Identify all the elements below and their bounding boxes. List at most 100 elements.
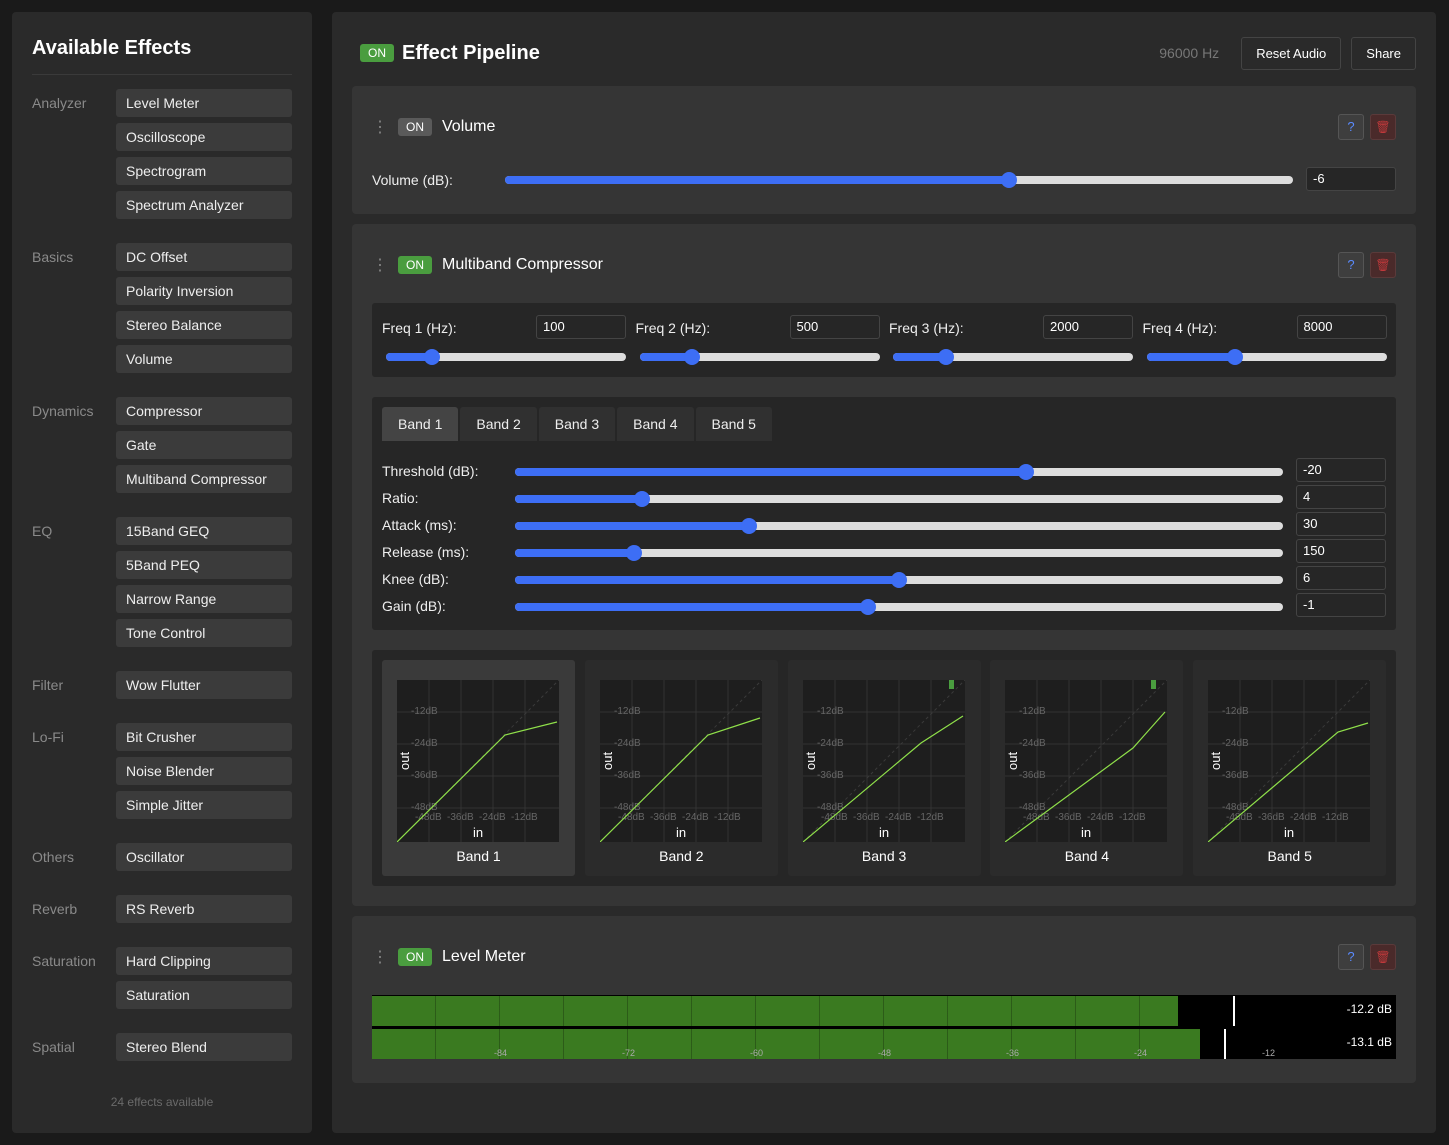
scale-tick: -48 — [878, 1048, 892, 1058]
x-tick-label: -24dB — [1087, 812, 1114, 823]
freq-slider[interactable] — [639, 349, 880, 365]
help-button[interactable]: ? — [1338, 252, 1364, 278]
multiband-toggle[interactable]: ON — [398, 256, 432, 274]
band-curve-graph[interactable]: -12dB -24dB -36dB -48dB -48dB -36dB -24dB -12dB… — [584, 660, 778, 876]
effect-item[interactable]: RS Reverb — [116, 895, 292, 923]
freq-input[interactable]: 2000 — [1043, 315, 1133, 339]
tab-band-1[interactable]: Band 1 — [382, 407, 459, 441]
param-slider[interactable] — [515, 572, 1283, 588]
effect-item[interactable]: Simple Jitter — [116, 791, 292, 819]
param-input[interactable]: -20 — [1296, 458, 1386, 482]
volume-effect-card: ⋮ ON Volume ? 🗑 Volume (dB): -6 — [352, 86, 1416, 214]
effect-item[interactable]: Spectrum Analyzer — [116, 191, 292, 219]
effect-item[interactable]: Wow Flutter — [116, 671, 292, 699]
freq-input[interactable]: 8000 — [1296, 315, 1387, 339]
x-axis-label: in — [676, 825, 686, 840]
x-tick-label: -36dB — [1258, 812, 1285, 823]
param-input[interactable]: 150 — [1296, 539, 1386, 563]
trash-icon[interactable]: 🗑 — [1370, 252, 1396, 278]
param-input[interactable]: 30 — [1296, 512, 1386, 536]
y-axis-label: out — [600, 752, 615, 770]
volume-slider[interactable] — [505, 172, 1293, 188]
effect-item[interactable]: Stereo Balance — [116, 311, 292, 339]
level-meter-toggle[interactable]: ON — [398, 948, 432, 966]
y-tick-label: -48dB — [614, 802, 641, 813]
freq-slider[interactable] — [893, 349, 1133, 365]
category-label: EQ — [32, 523, 53, 539]
tab-band-3[interactable]: Band 3 — [538, 407, 616, 441]
band-curve-graph[interactable]: -12dB -24dB -36dB -48dB -48dB -36dB -24dB -12dB… — [787, 660, 981, 876]
effect-category: EQ 15Band GEQ 5Band PEQ Narrow Range Tone Co… — [32, 517, 292, 647]
freq-input[interactable]: 100 — [536, 315, 626, 339]
tab-band-4[interactable]: Band 4 — [617, 407, 694, 441]
param-slider[interactable] — [515, 464, 1283, 480]
help-button[interactable]: ? — [1338, 114, 1364, 140]
param-slider[interactable] — [515, 545, 1283, 561]
x-tick-label: -48dB — [415, 812, 442, 823]
effect-item[interactable]: Oscilloscope — [116, 123, 292, 151]
effect-category: Spatial Stereo Blend — [32, 1033, 292, 1061]
band-curve-graph[interactable]: -12dB -24dB -36dB -48dB -48dB -36dB -24dB -12dB… — [382, 660, 575, 876]
param-slider[interactable] — [515, 491, 1283, 507]
effect-item[interactable]: Multiband Compressor — [116, 465, 292, 493]
trash-icon[interactable]: 🗑 — [1370, 114, 1396, 140]
tab-band-2[interactable]: Band 2 — [460, 407, 537, 441]
effect-item[interactable]: 5Band PEQ — [116, 551, 292, 579]
multiband-compressor-card: ⋮ ON Multiband Compressor ? 🗑 Freq 1 (Hz… — [352, 224, 1416, 906]
effect-category: Reverb RS Reverb — [32, 895, 292, 923]
level-readout: -12.2 dB — [1346, 1002, 1392, 1016]
effect-item[interactable]: Bit Crusher — [116, 723, 292, 751]
volume-input[interactable]: -6 — [1306, 167, 1396, 191]
reset-audio-button[interactable]: Reset Audio — [1241, 36, 1342, 70]
param-slider[interactable] — [515, 599, 1283, 615]
x-tick-label: -12dB — [714, 812, 741, 823]
category-label: Others — [32, 849, 75, 865]
band-curve-graph[interactable]: -12dB -24dB -36dB -48dB -48dB -36dB -24dB -12dB… — [1193, 660, 1387, 876]
freq-slider[interactable] — [1146, 349, 1387, 365]
help-button[interactable]: ? — [1338, 944, 1364, 970]
effect-category: Others Oscillator — [32, 843, 292, 871]
sidebar-title: Available Effects — [32, 12, 292, 75]
param-input[interactable]: 6 — [1296, 566, 1386, 590]
volume-toggle[interactable]: ON — [398, 118, 432, 136]
drag-handle-icon[interactable]: ⋮ — [372, 949, 388, 966]
effect-item[interactable]: 15Band GEQ — [116, 517, 292, 545]
band-curve-graph[interactable]: -12dB -24dB -36dB -48dB -48dB -36dB -24dB -12dB… — [990, 660, 1184, 876]
effect-item[interactable]: Stereo Blend — [116, 1033, 292, 1061]
freq-slider[interactable] — [386, 349, 626, 365]
scale-tick: -24 — [1134, 1048, 1148, 1058]
pipeline-on-toggle[interactable]: ON — [360, 44, 394, 62]
effect-item[interactable]: Tone Control — [116, 619, 292, 647]
transfer-curve: -12dB -24dB -36dB -48dB-48dB -36dB -24dB -12dB… — [802, 680, 965, 842]
effect-item[interactable]: Spectrogram — [116, 157, 292, 185]
card-header: ⋮ ON Multiband Compressor ? 🗑 — [372, 252, 1396, 278]
effect-item[interactable]: Level Meter — [116, 89, 292, 117]
drag-handle-icon[interactable]: ⋮ — [372, 119, 388, 136]
effect-item[interactable]: Oscillator — [116, 843, 292, 871]
effect-item[interactable]: Polarity Inversion — [116, 277, 292, 305]
effect-item[interactable]: Noise Blender — [116, 757, 292, 785]
effect-item[interactable]: Compressor — [116, 397, 292, 425]
activity-indicator — [948, 680, 954, 689]
drag-handle-icon[interactable]: ⋮ — [372, 257, 388, 274]
trash-icon[interactable]: 🗑 — [1370, 944, 1396, 970]
effect-item[interactable]: Volume — [116, 345, 292, 373]
effect-item[interactable]: Saturation — [116, 981, 292, 1009]
x-tick-label: -36dB — [650, 812, 677, 823]
param-label: Knee (dB): — [382, 571, 449, 587]
x-tick-label: -12dB — [917, 812, 944, 823]
scale-tick: -84 — [494, 1048, 508, 1058]
param-slider[interactable] — [515, 518, 1283, 534]
param-input[interactable]: -1 — [1296, 593, 1386, 617]
effect-item[interactable]: Gate — [116, 431, 292, 459]
category-label: Saturation — [32, 953, 96, 969]
freq-input[interactable]: 500 — [789, 315, 880, 339]
tab-band-5[interactable]: Band 5 — [695, 407, 772, 441]
category-items: DC Offset Polarity Inversion Stereo Balanc… — [116, 243, 292, 373]
effect-item[interactable]: Narrow Range — [116, 585, 292, 613]
effect-item[interactable]: Hard Clipping — [116, 947, 292, 975]
meter-bar — [372, 996, 1179, 1026]
effect-item[interactable]: DC Offset — [116, 243, 292, 271]
share-button[interactable]: Share — [1351, 36, 1416, 70]
param-input[interactable]: 4 — [1296, 485, 1386, 509]
